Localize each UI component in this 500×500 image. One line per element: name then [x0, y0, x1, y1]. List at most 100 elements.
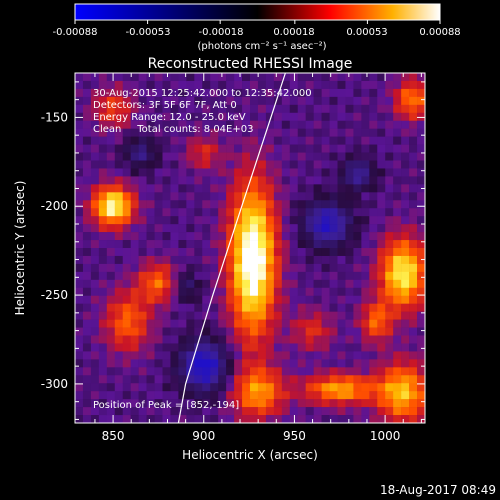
heatmap-pixel — [401, 303, 410, 312]
heatmap-pixel — [289, 263, 299, 273]
heatmap-pixel — [218, 407, 227, 416]
heatmap-pixel — [226, 415, 235, 423]
heatmap-pixel — [98, 343, 108, 352]
heatmap-pixel — [385, 335, 394, 344]
heatmap-pixel — [409, 327, 418, 336]
heatmap-pixel — [337, 96, 346, 106]
heatmap-pixel — [281, 351, 291, 360]
heatmap-pixel — [361, 224, 370, 233]
heatmap-pixel — [82, 351, 92, 360]
heatmap-pixel — [210, 399, 219, 408]
heatmap-pixel — [218, 176, 227, 185]
heatmap-pixel — [329, 240, 338, 249]
heatmap-pixel — [393, 335, 402, 344]
heatmap-pixel — [90, 192, 100, 201]
heatmap-pixel — [194, 120, 203, 129]
heatmap-pixel — [345, 224, 354, 233]
heatmap-pixel — [297, 263, 306, 273]
heatmap-pixel — [75, 168, 84, 177]
heatmap-pixel — [234, 319, 243, 328]
heatmap-pixel — [257, 359, 267, 368]
heatmap-pixel — [417, 168, 425, 177]
heatmap-pixel — [210, 351, 219, 360]
heatmap-pixel — [218, 88, 227, 98]
heatmap-pixel — [98, 120, 108, 129]
heatmap-pixel — [154, 263, 163, 273]
heatmap-pixel — [321, 232, 330, 241]
heatmap-pixel — [234, 120, 243, 129]
heatmap-pixel — [417, 80, 425, 90]
heatmap-pixel — [369, 311, 378, 320]
heatmap-pixel — [377, 255, 386, 265]
heatmap-pixel — [337, 136, 346, 145]
heatmap-pixel — [361, 351, 370, 360]
heatmap-pixel — [313, 176, 322, 185]
heatmap-pixel — [281, 399, 291, 408]
heatmap-pixel — [281, 335, 291, 344]
heatmap-pixel — [297, 415, 306, 423]
heatmap-pixel — [154, 391, 163, 400]
heatmap-pixel — [369, 120, 378, 129]
heatmap-pixel — [289, 104, 299, 114]
heatmap-pixel — [138, 192, 147, 201]
heatmap-pixel — [273, 327, 283, 336]
heatmap-pixel — [226, 351, 235, 360]
heatmap-pixel — [393, 112, 402, 122]
heatmap-pixel — [393, 144, 402, 153]
heatmap-pixel — [337, 311, 346, 320]
heatmap-pixel — [345, 232, 354, 241]
heatmap-pixel — [250, 80, 259, 90]
heatmap-pixel — [114, 295, 124, 304]
heatmap-pixel — [345, 96, 354, 106]
heatmap-pixel — [393, 208, 402, 217]
heatmap-pixel — [82, 80, 92, 90]
heatmap-pixel — [337, 407, 346, 416]
heatmap-pixel — [218, 104, 227, 114]
heatmap-pixel — [242, 359, 251, 368]
heatmap-pixel — [122, 144, 131, 153]
heatmap-pixel — [401, 415, 410, 423]
heatmap-pixel — [170, 80, 179, 90]
heatmap-pixel — [321, 351, 330, 360]
heatmap-pixel — [361, 168, 370, 177]
heatmap-pixel — [82, 160, 92, 169]
heatmap-pixel — [361, 375, 370, 384]
heatmap-pixel — [90, 287, 100, 297]
heatmap-pixel — [289, 248, 299, 257]
heatmap-pixel — [178, 343, 187, 352]
heatmap-pixel — [90, 375, 100, 384]
heatmap-pixel — [361, 176, 370, 185]
heatmap-pixel — [265, 168, 275, 177]
plot-frame — [74, 72, 426, 424]
heatmap-pixel — [146, 232, 155, 241]
heatmap-pixel — [90, 240, 100, 249]
heatmap-pixel — [250, 335, 259, 344]
heatmap-pixel — [273, 176, 283, 185]
heatmap-pixel — [82, 327, 92, 336]
heatmap-pixel — [361, 407, 370, 416]
heatmap-pixel — [75, 271, 84, 281]
heatmap-pixel — [385, 351, 394, 360]
heatmap-pixel — [154, 343, 163, 352]
heatmap-pixel — [297, 176, 306, 185]
heatmap-pixel — [297, 319, 306, 328]
heatmap-pixel — [257, 263, 267, 273]
heatmap-pixel — [75, 375, 84, 384]
heatmap-pixel — [417, 144, 425, 153]
heatmap-pixel — [385, 240, 394, 249]
heatmap-pixel — [138, 176, 147, 185]
heatmap-pixel — [75, 248, 84, 257]
heatmap-pixel — [226, 375, 235, 384]
heatmap-pixel — [154, 192, 163, 201]
heatmap-pixel — [401, 96, 410, 106]
heatmap-pixel — [385, 120, 394, 129]
heatmap-pixel — [130, 271, 139, 281]
heatmap-pixel — [401, 192, 410, 201]
heatmap-pixel — [154, 255, 163, 265]
heatmap-pixel — [226, 208, 235, 217]
heatmap-pixel — [75, 104, 84, 114]
heatmap-pixel — [178, 351, 187, 360]
heatmap-pixel — [178, 367, 187, 376]
heatmap-pixel — [242, 216, 251, 225]
heatmap-pixel — [313, 152, 322, 161]
